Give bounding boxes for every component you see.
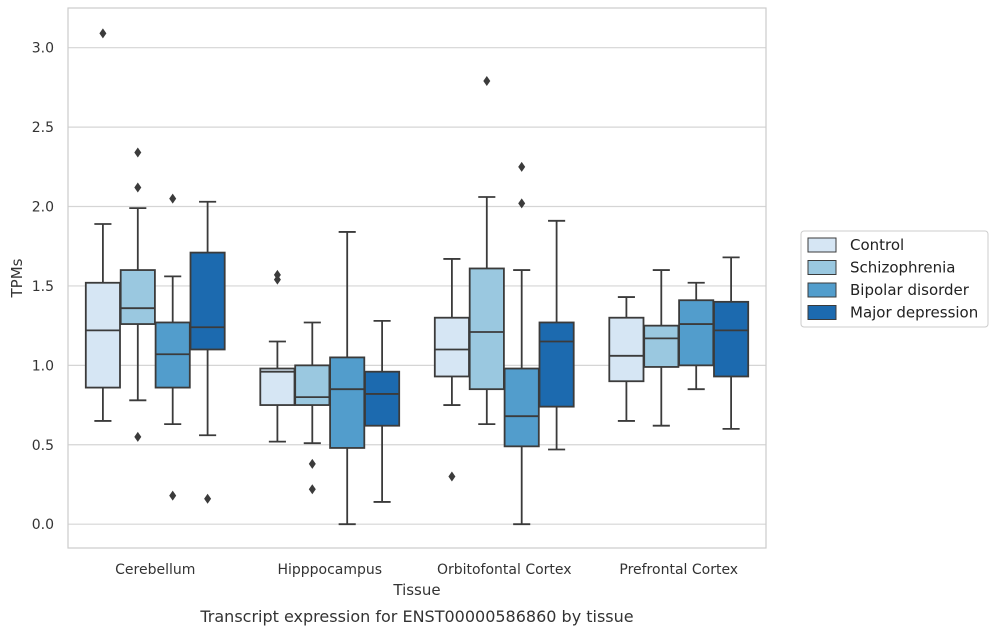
- outlier-point: [204, 493, 212, 504]
- outlier-point: [134, 182, 142, 193]
- outlier-point: [273, 269, 281, 280]
- y-tick-label: 0.5: [32, 438, 54, 454]
- box-body: [329, 356, 366, 449]
- box-3-0: [608, 296, 645, 422]
- box-0-3: [189, 200, 226, 504]
- box-1-3: [364, 319, 401, 503]
- box-body: [608, 316, 645, 383]
- box-2-0: [433, 258, 470, 482]
- box-1-1: [294, 321, 331, 495]
- box-body: [503, 367, 540, 448]
- box-body: [294, 364, 331, 406]
- outlier-point: [518, 198, 526, 209]
- x-tick-label: Hipppocampus: [277, 562, 382, 578]
- box-3-3: [713, 256, 750, 430]
- box-body: [189, 251, 226, 351]
- x-axis-ticks: Cerebellum Hipppocampus Orbitofontal Corte…: [115, 562, 738, 578]
- box-body: [643, 324, 680, 368]
- box-3-1: [643, 269, 680, 427]
- legend-swatch: [807, 260, 837, 275]
- chart-caption: Transcript expression for ENST0000058686…: [199, 607, 633, 626]
- box-0-0: [84, 28, 121, 422]
- box-body: [538, 321, 575, 408]
- outlier-point: [169, 490, 177, 501]
- box-body: [713, 300, 750, 378]
- plot-area-frame: [67, 7, 767, 549]
- box-0-2: [154, 193, 191, 501]
- box-2-1: [468, 76, 505, 426]
- legend-label: Control: [850, 236, 904, 254]
- legend-swatch: [807, 282, 837, 298]
- x-tick-label: Orbitofontal Cortex: [437, 562, 572, 578]
- box-body: [259, 367, 296, 406]
- y-axis-label: TPMs: [8, 258, 26, 298]
- outlier-point: [308, 484, 316, 495]
- box-1-0: [259, 269, 296, 443]
- legend-swatch: [807, 305, 837, 320]
- outlier-point: [308, 458, 316, 469]
- legend-label: Bipolar disorder: [850, 281, 970, 299]
- legend: Control Schizophrenia Bipolar disorder Majo…: [800, 230, 989, 328]
- outlier-point: [483, 76, 491, 87]
- y-tick-label: 1.5: [32, 279, 54, 295]
- outlier-point: [448, 471, 456, 482]
- outlier-point: [134, 147, 142, 158]
- x-tick-label: Prefrontal Cortex: [619, 562, 738, 578]
- box-body: [433, 316, 470, 378]
- box-0-1: [119, 147, 156, 442]
- box-body: [678, 299, 715, 367]
- box-series: [84, 28, 750, 526]
- box-1-2: [329, 231, 366, 526]
- y-axis-ticks: 0.0 0.5 1.0 1.5 2.0 2.5 3.0: [32, 41, 54, 533]
- outlier-point: [518, 161, 526, 172]
- legend-label: Major depression: [850, 304, 978, 322]
- box-2-2: [503, 161, 540, 526]
- y-tick-label: 2.5: [32, 120, 54, 136]
- box-3-2: [678, 281, 715, 391]
- outlier-point: [169, 193, 177, 204]
- legend-label: Schizophrenia: [850, 259, 955, 277]
- box-2-3: [538, 219, 575, 451]
- box-body: [119, 269, 156, 325]
- x-tick-label: Cerebellum: [115, 562, 195, 578]
- outlier-point: [134, 431, 142, 442]
- y-tick-label: 1.0: [32, 358, 54, 374]
- y-tick-label: 2.0: [32, 200, 54, 216]
- box-body: [468, 267, 505, 391]
- legend-frame: [800, 230, 989, 328]
- box-body: [364, 370, 401, 427]
- y-tick-label: 3.0: [32, 41, 54, 57]
- y-tick-label: 0.0: [32, 517, 54, 533]
- outlier-point: [99, 28, 107, 39]
- box-body: [84, 281, 121, 389]
- x-axis-label: Tissue: [392, 581, 440, 599]
- legend-swatch: [807, 237, 837, 253]
